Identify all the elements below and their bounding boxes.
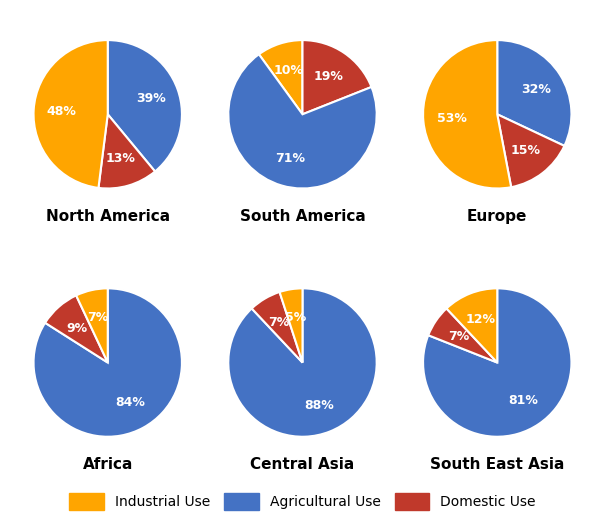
Wedge shape	[108, 40, 182, 171]
Wedge shape	[259, 40, 302, 114]
Text: 32%: 32%	[521, 83, 551, 96]
Wedge shape	[497, 40, 572, 146]
Wedge shape	[228, 54, 377, 189]
Text: 7%: 7%	[448, 330, 470, 343]
Text: 48%: 48%	[47, 105, 77, 118]
Title: Africa: Africa	[82, 457, 133, 472]
Wedge shape	[33, 288, 182, 436]
Text: 5%: 5%	[285, 311, 306, 324]
Wedge shape	[423, 288, 572, 436]
Wedge shape	[302, 40, 371, 114]
Title: South America: South America	[240, 209, 365, 224]
Wedge shape	[33, 40, 108, 188]
Text: 7%: 7%	[269, 316, 290, 330]
Text: 13%: 13%	[106, 152, 136, 165]
Text: 88%: 88%	[304, 399, 335, 412]
Text: 15%: 15%	[511, 144, 540, 157]
Text: 19%: 19%	[313, 70, 343, 83]
Text: 7%: 7%	[87, 311, 108, 324]
Wedge shape	[45, 296, 108, 363]
Title: Europe: Europe	[467, 209, 528, 224]
Wedge shape	[497, 114, 564, 187]
Wedge shape	[280, 288, 302, 363]
Wedge shape	[76, 288, 108, 363]
Wedge shape	[252, 292, 302, 363]
Wedge shape	[428, 309, 497, 363]
Text: 10%: 10%	[273, 64, 303, 77]
Wedge shape	[423, 40, 511, 189]
Wedge shape	[99, 114, 155, 189]
Legend: Industrial Use, Agricultural Use, Domestic Use: Industrial Use, Agricultural Use, Domest…	[62, 486, 543, 517]
Text: 71%: 71%	[275, 152, 305, 165]
Title: South East Asia: South East Asia	[430, 457, 564, 472]
Wedge shape	[228, 288, 377, 436]
Title: Central Asia: Central Asia	[250, 457, 355, 472]
Text: 12%: 12%	[465, 313, 495, 326]
Text: 53%: 53%	[437, 112, 466, 125]
Text: 84%: 84%	[115, 396, 145, 409]
Wedge shape	[446, 288, 497, 363]
Text: 39%: 39%	[136, 92, 166, 105]
Title: North America: North America	[46, 209, 170, 224]
Text: 9%: 9%	[67, 322, 88, 334]
Text: 81%: 81%	[508, 394, 538, 407]
